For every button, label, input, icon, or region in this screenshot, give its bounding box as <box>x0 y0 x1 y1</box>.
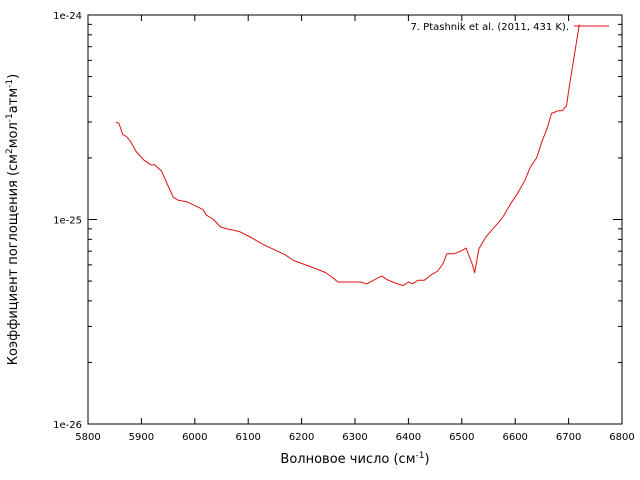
x-axis-title-end: ) <box>424 452 429 467</box>
y-axis-title-sup: -1 <box>5 113 15 122</box>
y-axis-title-sup: -1 <box>5 79 15 88</box>
y-axis-title-part: Коэффициент поглощения (см <box>6 154 21 365</box>
y-axis-title-part: мол <box>6 122 21 148</box>
series-layer <box>115 24 580 287</box>
x-tick-label: 5900 <box>129 432 154 443</box>
x-tick-label: 6500 <box>449 432 474 443</box>
y-axis-title-sup: 2 <box>5 148 15 154</box>
x-tick-label: 6000 <box>182 432 207 443</box>
series-line <box>115 24 580 287</box>
x-tick-label: 6100 <box>235 432 260 443</box>
legend: 7. Ptashnik et al. (2011, 431 K). <box>410 22 609 33</box>
x-axis-title-sup: -1 <box>416 451 425 461</box>
legend-label: 7. Ptashnik et al. (2011, 431 K). <box>410 22 569 33</box>
x-tick-label: 6700 <box>556 432 581 443</box>
x-tick-label: 6800 <box>609 432 634 443</box>
x-tick-label: 6200 <box>289 432 314 443</box>
y-axis-title: Коэффициент поглощения (см2мол-1атм-1) <box>5 74 21 365</box>
axis-ticks <box>87 14 623 425</box>
y-tick-label: 1e-25 <box>53 216 82 227</box>
x-axis-title: Волновое число (см-1) <box>280 451 429 467</box>
y-tick-label: 1e-24 <box>53 11 82 22</box>
y-tick-label: 1e-26 <box>53 420 82 431</box>
x-tick-label: 5800 <box>75 432 100 443</box>
y-axis-title-part: атм <box>6 88 21 113</box>
x-axis-title-text: Волновое число (см <box>280 452 415 467</box>
axis-tick-labels: 5800 5900 6000 6100 6200 6300 6400 6500 6600 6700… <box>53 11 635 443</box>
plot-frame <box>87 14 623 425</box>
y-axis-title-part: ) <box>6 74 21 79</box>
x-tick-label: 6300 <box>342 432 367 443</box>
x-tick-label: 6400 <box>396 432 421 443</box>
x-tick-label: 6600 <box>502 432 527 443</box>
